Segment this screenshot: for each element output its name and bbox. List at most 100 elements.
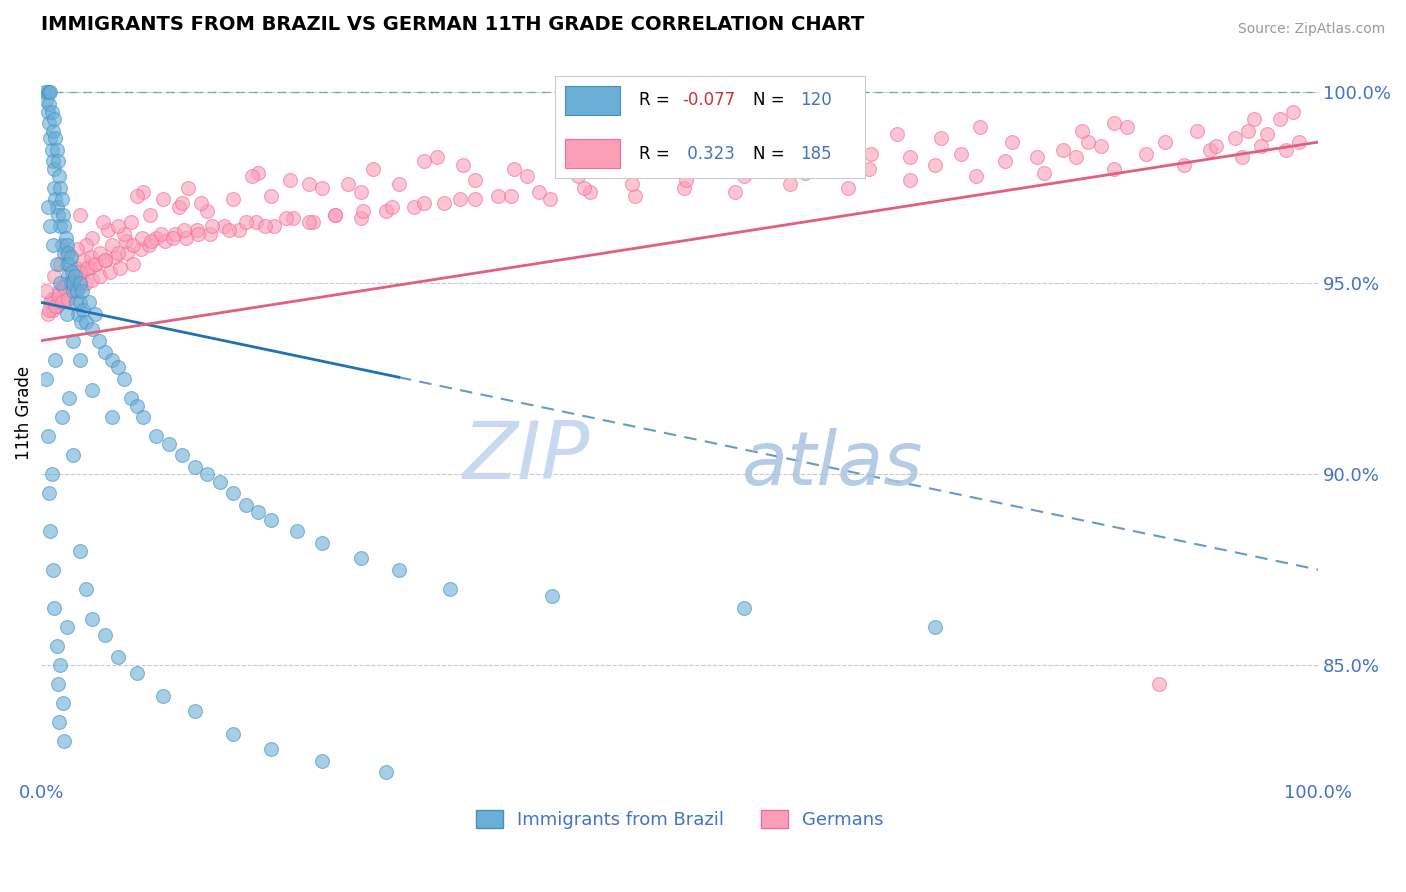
- Point: [62, 334, 84, 348]
- Point: [62, 277, 84, 291]
- Point: [35, 372, 58, 386]
- Point: [41, 143, 63, 157]
- Point: [94, 345, 117, 359]
- Point: [139, 208, 162, 222]
- Point: [212, 219, 235, 233]
- Point: [285, 524, 308, 539]
- Point: [37, 104, 59, 119]
- Point: [733, 169, 755, 184]
- Point: [35, 93, 58, 107]
- Point: [170, 448, 193, 462]
- Point: [49, 658, 72, 673]
- Point: [858, 161, 880, 176]
- Point: [1256, 128, 1278, 142]
- Point: [112, 372, 135, 386]
- Point: [579, 185, 602, 199]
- Point: [336, 177, 359, 191]
- Bar: [565, 139, 620, 168]
- Point: [1185, 123, 1208, 137]
- Point: [363, 161, 385, 176]
- Text: R =: R =: [638, 145, 675, 162]
- Point: [49, 181, 72, 195]
- Point: [62, 448, 84, 462]
- Point: [209, 475, 232, 489]
- Point: [42, 154, 65, 169]
- Point: [187, 227, 209, 241]
- Point: [69, 543, 91, 558]
- Point: [60, 265, 83, 279]
- Point: [451, 158, 474, 172]
- Point: [439, 582, 461, 596]
- Point: [53, 280, 76, 294]
- Point: [44, 193, 66, 207]
- Point: [70, 314, 93, 328]
- Point: [110, 261, 132, 276]
- Point: [488, 188, 510, 202]
- Point: [100, 409, 122, 424]
- Point: [77, 295, 100, 310]
- Point: [45, 143, 67, 157]
- Point: [42, 292, 65, 306]
- Point: [515, 169, 537, 184]
- Point: [100, 238, 122, 252]
- Point: [42, 600, 65, 615]
- Point: [1250, 139, 1272, 153]
- Text: ZIP: ZIP: [463, 418, 591, 496]
- Point: [62, 284, 84, 298]
- Point: [298, 177, 321, 191]
- Point: [34, 86, 56, 100]
- Point: [165, 227, 187, 241]
- Point: [56, 307, 79, 321]
- Point: [53, 734, 76, 748]
- Point: [42, 303, 65, 318]
- Point: [138, 238, 160, 252]
- Point: [69, 280, 91, 294]
- Point: [69, 295, 91, 310]
- Point: [924, 620, 946, 634]
- Point: [37, 307, 59, 321]
- Point: [157, 436, 180, 450]
- Point: [69, 208, 91, 222]
- Point: [52, 280, 75, 294]
- Point: [38, 86, 60, 100]
- Point: [46, 208, 69, 222]
- Point: [235, 498, 257, 512]
- Point: [42, 112, 65, 127]
- Point: [107, 245, 129, 260]
- Point: [58, 287, 80, 301]
- Point: [82, 272, 104, 286]
- Point: [51, 193, 73, 207]
- Point: [42, 161, 65, 176]
- Point: [1237, 123, 1260, 137]
- Point: [1064, 150, 1087, 164]
- Point: [352, 203, 374, 218]
- Point: [695, 143, 717, 157]
- Point: [127, 665, 149, 680]
- Text: R =: R =: [638, 92, 675, 110]
- Text: Source: ZipAtlas.com: Source: ZipAtlas.com: [1237, 22, 1385, 37]
- Point: [67, 307, 90, 321]
- Point: [218, 223, 240, 237]
- Point: [42, 123, 65, 137]
- Point: [63, 284, 86, 298]
- Point: [56, 245, 79, 260]
- Point: [60, 272, 83, 286]
- Point: [66, 242, 89, 256]
- Point: [70, 265, 93, 279]
- Point: [228, 223, 250, 237]
- Point: [949, 146, 972, 161]
- Point: [247, 166, 270, 180]
- Point: [198, 227, 221, 241]
- Point: [75, 582, 97, 596]
- Point: [65, 261, 87, 276]
- Point: [924, 158, 946, 172]
- Point: [59, 250, 82, 264]
- Point: [381, 200, 404, 214]
- Point: [42, 181, 65, 195]
- Point: [162, 230, 184, 244]
- Point: [733, 158, 755, 172]
- Point: [131, 230, 153, 244]
- Point: [82, 383, 104, 397]
- Point: [969, 120, 991, 134]
- Point: [45, 299, 67, 313]
